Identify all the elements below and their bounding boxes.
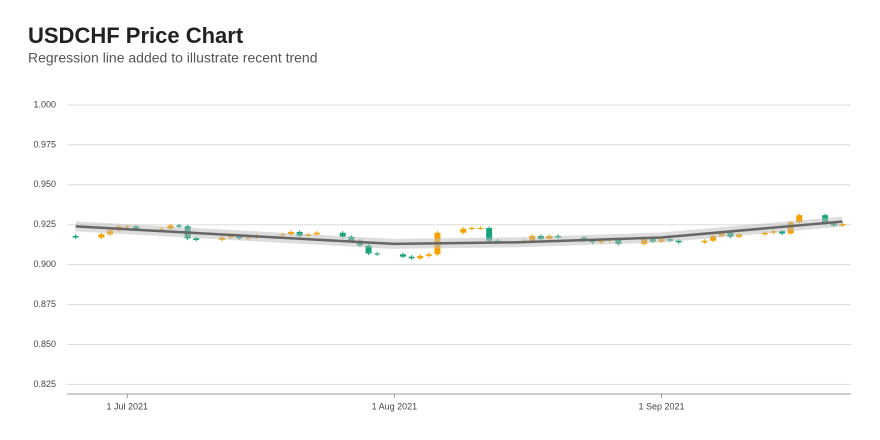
candle-body [710, 235, 717, 241]
candle-body [374, 253, 381, 255]
candle-body [408, 256, 415, 259]
candle-body [176, 225, 182, 227]
y-tick-label: 0.975 [33, 139, 56, 149]
candle-body [460, 228, 467, 233]
candle-body [779, 231, 786, 234]
y-tick-label: 0.875 [33, 299, 56, 309]
candle-body [365, 245, 372, 254]
x-tick-label: 1 Aug 2021 [372, 401, 418, 411]
candle-body [193, 238, 200, 240]
y-tick-label: 0.900 [33, 259, 56, 269]
candle-body [400, 254, 406, 257]
candle-body [675, 240, 682, 243]
candle-body [477, 227, 484, 229]
candle-body [425, 254, 432, 256]
trend-line [75, 220, 843, 246]
candle-body [339, 232, 346, 237]
y-tick-label: 0.850 [33, 339, 56, 349]
candle-body [761, 232, 768, 235]
y-tick-label: 0.925 [33, 219, 56, 229]
candle-body [417, 255, 424, 259]
x-tick-label: 1 Jul 2021 [107, 401, 149, 411]
candle-body [313, 232, 320, 235]
candle-body [468, 227, 475, 229]
chart-title: USDCHF Price Chart [28, 23, 244, 48]
chart-subtitle: Regression line added to illustrate rece… [28, 50, 318, 66]
candle-body [288, 231, 294, 235]
y-tick-label: 0.950 [33, 179, 56, 189]
candle-body [701, 240, 708, 243]
candle-body [72, 235, 79, 238]
candle-body [796, 215, 803, 223]
y-tick-label: 1.000 [33, 99, 56, 109]
x-tick-label: 1 Sep 2021 [638, 401, 684, 411]
candle-body [486, 227, 493, 241]
candle-body [98, 234, 105, 238]
y-tick-label: 0.825 [33, 379, 56, 389]
